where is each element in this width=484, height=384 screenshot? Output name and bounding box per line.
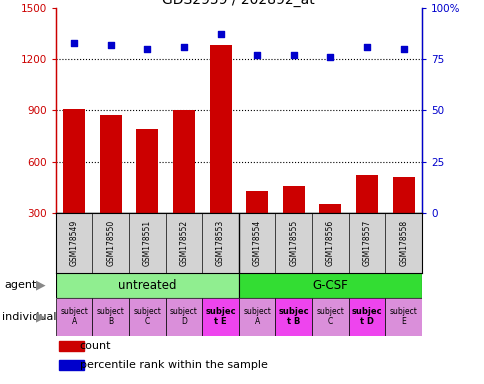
- Text: count: count: [79, 341, 111, 351]
- Bar: [384, 298, 421, 336]
- Point: [180, 44, 187, 50]
- Point: [143, 46, 151, 52]
- Text: subject
D: subject D: [170, 307, 197, 326]
- Bar: [312, 298, 348, 336]
- Bar: [392, 177, 414, 213]
- Bar: [129, 298, 166, 336]
- Text: ▶: ▶: [36, 310, 46, 323]
- Text: subject
A: subject A: [243, 307, 271, 326]
- Bar: [282, 186, 304, 213]
- Point: [253, 52, 260, 58]
- Text: GSM178557: GSM178557: [362, 220, 371, 266]
- Text: G-CSF: G-CSF: [312, 279, 348, 291]
- Bar: [166, 298, 202, 336]
- Bar: [209, 45, 231, 213]
- Title: GDS2959 / 202892_at: GDS2959 / 202892_at: [162, 0, 315, 7]
- Text: GSM178551: GSM178551: [142, 220, 151, 266]
- Text: subjec
t E: subjec t E: [205, 307, 235, 326]
- Text: individual: individual: [2, 312, 57, 322]
- Text: agent: agent: [5, 280, 37, 290]
- Bar: [348, 298, 385, 336]
- Bar: [239, 298, 275, 336]
- Text: GSM178558: GSM178558: [398, 220, 408, 266]
- Text: subjec
t B: subjec t B: [278, 307, 308, 326]
- Point: [326, 54, 333, 60]
- Point: [70, 40, 78, 46]
- Text: GSM178552: GSM178552: [179, 220, 188, 266]
- Text: untreated: untreated: [118, 279, 176, 291]
- Text: GSM178554: GSM178554: [252, 220, 261, 266]
- Bar: [246, 191, 268, 213]
- Point: [289, 52, 297, 58]
- Bar: [136, 129, 158, 213]
- Text: subject
E: subject E: [389, 307, 417, 326]
- Text: subject
C: subject C: [133, 307, 161, 326]
- Text: GSM178555: GSM178555: [288, 220, 298, 266]
- Bar: [92, 298, 129, 336]
- Point: [106, 41, 114, 48]
- Text: GSM178550: GSM178550: [106, 220, 115, 266]
- Bar: [100, 115, 121, 213]
- Point: [363, 44, 370, 50]
- Text: subjec
t D: subjec t D: [351, 307, 381, 326]
- Bar: [56, 273, 239, 298]
- Point: [399, 46, 407, 52]
- Bar: [239, 273, 421, 298]
- Text: percentile rank within the sample: percentile rank within the sample: [79, 360, 267, 370]
- Bar: [173, 109, 195, 213]
- Text: subject
B: subject B: [97, 307, 124, 326]
- Bar: [60, 360, 83, 370]
- Text: GSM178553: GSM178553: [215, 220, 225, 266]
- Text: GSM178549: GSM178549: [69, 220, 78, 266]
- Bar: [63, 109, 85, 213]
- Point: [216, 31, 224, 38]
- Bar: [319, 204, 341, 213]
- Text: subject
C: subject C: [316, 307, 344, 326]
- Bar: [275, 298, 312, 336]
- Text: GSM178556: GSM178556: [325, 220, 334, 266]
- Text: ▶: ▶: [36, 279, 46, 291]
- Bar: [56, 298, 92, 336]
- Bar: [60, 341, 83, 351]
- Bar: [355, 175, 377, 213]
- Text: subject
A: subject A: [60, 307, 88, 326]
- Bar: [202, 298, 239, 336]
